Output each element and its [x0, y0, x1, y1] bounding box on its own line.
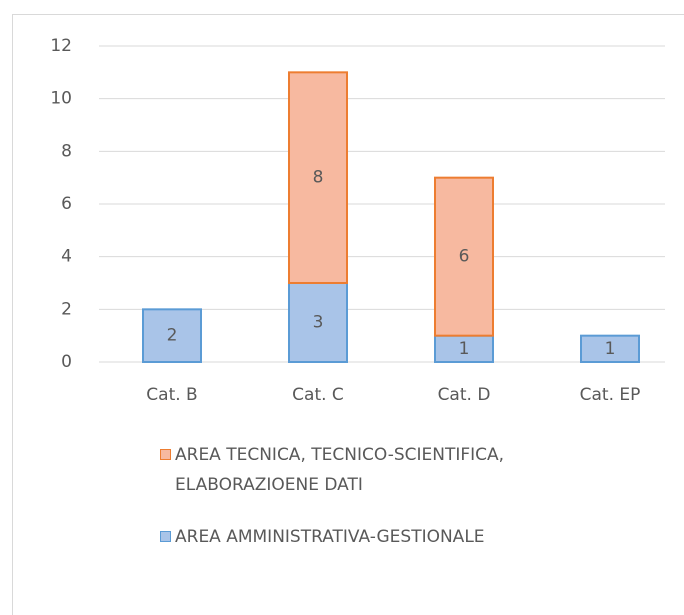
- legend-label: AREA TECNICA, TECNICO-SCIENTIFICA, ELABO…: [175, 445, 505, 495]
- data-label: 3: [313, 313, 324, 333]
- bar-segment: [142, 308, 202, 364]
- bar-segment: [580, 334, 640, 363]
- x-tick-label: Cat. EP: [580, 385, 641, 405]
- chart: 0 2 4 6 8 10 12 Cat. B 2 Cat. C 3 8 Cat. D 1 6 Cat. EP 1: [50, 36, 665, 405]
- data-label: 6: [459, 247, 470, 267]
- y-tick-label: 2: [61, 299, 72, 319]
- chart-card: 0 2 4 6 8 10 12 Cat. B 2 Cat. C 3 8 Cat. D 1 6 Cat. EP 1…: [12, 14, 684, 615]
- y-tick-label: 0: [61, 352, 72, 372]
- data-label: 1: [459, 339, 470, 359]
- legend-label: AREA AMMINISTRATIVA-GESTIONALE: [175, 527, 485, 547]
- y-tick-label: 4: [61, 247, 72, 267]
- legend-entry: AREA AMMINISTRATIVA-GESTIONALE: [160, 522, 640, 552]
- bar-segment: [288, 282, 348, 363]
- x-tick-label: Cat. C: [292, 385, 344, 405]
- x-tick-label: Cat. D: [438, 385, 491, 405]
- data-label: 1: [605, 339, 616, 359]
- y-tick-label: 8: [61, 141, 72, 161]
- legend-entry: AREA TECNICA, TECNICO-SCIENTIFICA, ELABO…: [160, 440, 640, 500]
- x-tick-label: Cat. B: [146, 385, 197, 405]
- card-border: [12, 14, 684, 615]
- legend-swatch: [160, 449, 171, 460]
- y-tick-label: 6: [61, 194, 72, 214]
- legend-swatch: [160, 531, 171, 542]
- data-label: 8: [313, 168, 324, 188]
- y-tick-label: 10: [50, 89, 72, 109]
- legend: AREA TECNICA, TECNICO-SCIENTIFICA, ELABO…: [160, 440, 640, 574]
- bar-segment: [434, 176, 494, 337]
- bar-segment: [288, 71, 348, 285]
- y-tick-label: 12: [50, 36, 72, 56]
- data-label: 2: [167, 326, 178, 346]
